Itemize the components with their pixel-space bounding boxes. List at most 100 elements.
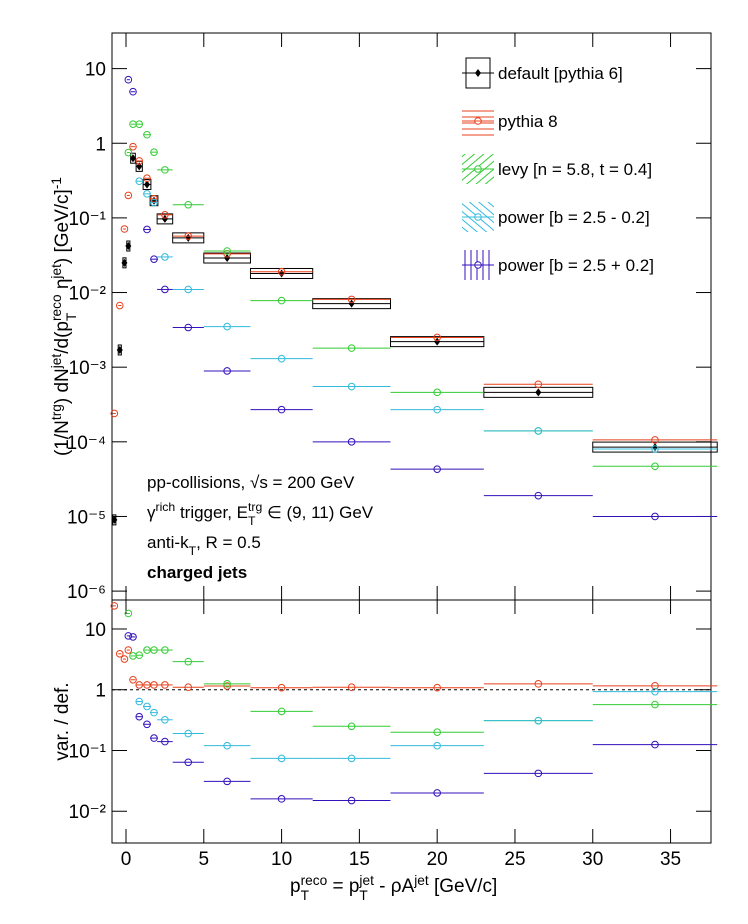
marker	[433, 741, 441, 750]
label-part: var. / def.	[52, 682, 73, 760]
annotation: charged jets	[147, 563, 247, 582]
label-part: - ρA	[374, 876, 415, 897]
marker	[223, 322, 231, 331]
y-tick-label: 10⁻³	[69, 358, 107, 379]
marker	[534, 491, 543, 500]
x-tick-label: 15	[349, 849, 370, 870]
marker	[223, 247, 231, 255]
marker	[143, 130, 151, 139]
label-part: pp-collisions, √s = 200 GeV	[147, 473, 355, 492]
marker	[150, 255, 158, 263]
label-part: trigger, E	[175, 503, 248, 522]
marker	[110, 602, 119, 610]
marker	[161, 681, 169, 689]
marker	[348, 299, 355, 308]
label-part: charged jets	[147, 563, 247, 582]
label-part: = p	[327, 876, 359, 897]
y-tick-label: 10⁻⁵	[67, 507, 106, 528]
marker	[184, 657, 193, 666]
label-part: T	[248, 514, 256, 528]
marker	[135, 177, 144, 186]
marker	[184, 285, 193, 294]
marker	[277, 754, 286, 763]
y-tick-label: 10⁻⁴	[67, 433, 106, 454]
marker	[277, 354, 286, 363]
marker	[535, 388, 542, 397]
label-part: , R = 0.5	[196, 533, 261, 552]
annotation: γrich trigger, ETtrg ∈ (9, 11) GeV	[147, 500, 374, 528]
label-part: T	[64, 312, 79, 321]
marker	[534, 380, 543, 389]
y-tick-label: 1	[95, 681, 106, 702]
label-part: trg	[49, 404, 64, 420]
marker	[277, 296, 286, 305]
marker	[161, 253, 169, 261]
marker	[534, 427, 543, 435]
marker	[161, 715, 169, 724]
y-tick-label: 10⁻⁶	[67, 582, 106, 603]
marker	[651, 687, 659, 696]
marker	[129, 87, 137, 96]
marker	[651, 436, 659, 444]
y-tick-label: 10⁻¹	[69, 741, 107, 762]
marker	[120, 655, 129, 663]
marker	[184, 323, 193, 332]
marker	[129, 675, 137, 684]
marker	[124, 75, 133, 84]
marker	[651, 445, 659, 453]
marker	[184, 729, 193, 738]
marker	[223, 741, 231, 750]
x-tick-label: 20	[427, 849, 448, 870]
label-part: p	[290, 876, 301, 897]
marker	[433, 728, 441, 736]
marker	[120, 225, 129, 233]
marker	[150, 198, 158, 207]
marker	[150, 708, 158, 717]
y-tick-label: 10⁻²	[69, 284, 107, 305]
marker	[433, 789, 441, 797]
marker	[116, 345, 123, 354]
label-part: jet	[358, 873, 374, 888]
label-part: anti-k	[147, 533, 189, 552]
marker	[130, 154, 137, 163]
label-part: (1/N	[52, 420, 73, 456]
label-part: γ	[147, 503, 156, 522]
marker	[135, 681, 144, 689]
y-axis-title: var. / def.	[52, 682, 73, 760]
marker	[223, 682, 231, 690]
legend-label: power [b = 2.5 + 0.2]	[498, 256, 654, 275]
marker	[143, 720, 151, 729]
marker	[651, 512, 659, 521]
marker	[115, 650, 124, 658]
legend-label: levy [n = 5.8, t = 0.4]	[498, 160, 652, 179]
label-part: -1	[49, 177, 64, 189]
bottom-frame	[111, 599, 712, 844]
marker	[184, 758, 193, 767]
y-tick-label: 10	[85, 620, 106, 641]
y-tick-label: 1	[95, 134, 106, 155]
label-part: ) dN	[52, 368, 73, 404]
marker	[121, 258, 128, 267]
x-tick-label: 0	[121, 849, 132, 870]
marker	[433, 388, 441, 397]
label-part: T	[189, 544, 197, 558]
marker	[277, 707, 286, 716]
marker	[651, 700, 659, 709]
label-part: η	[52, 279, 73, 295]
marker	[129, 142, 137, 151]
marker	[433, 683, 441, 692]
marker	[124, 609, 133, 618]
marker	[125, 242, 132, 251]
marker	[651, 740, 659, 749]
marker	[143, 702, 151, 711]
x-tick-label: 25	[504, 849, 525, 870]
marker	[277, 683, 286, 692]
annotation: anti-kT, R = 0.5	[147, 533, 261, 558]
label-part: reco	[301, 873, 328, 888]
marker	[161, 166, 169, 174]
marker	[434, 337, 441, 346]
marker	[277, 405, 286, 414]
marker	[651, 462, 659, 471]
